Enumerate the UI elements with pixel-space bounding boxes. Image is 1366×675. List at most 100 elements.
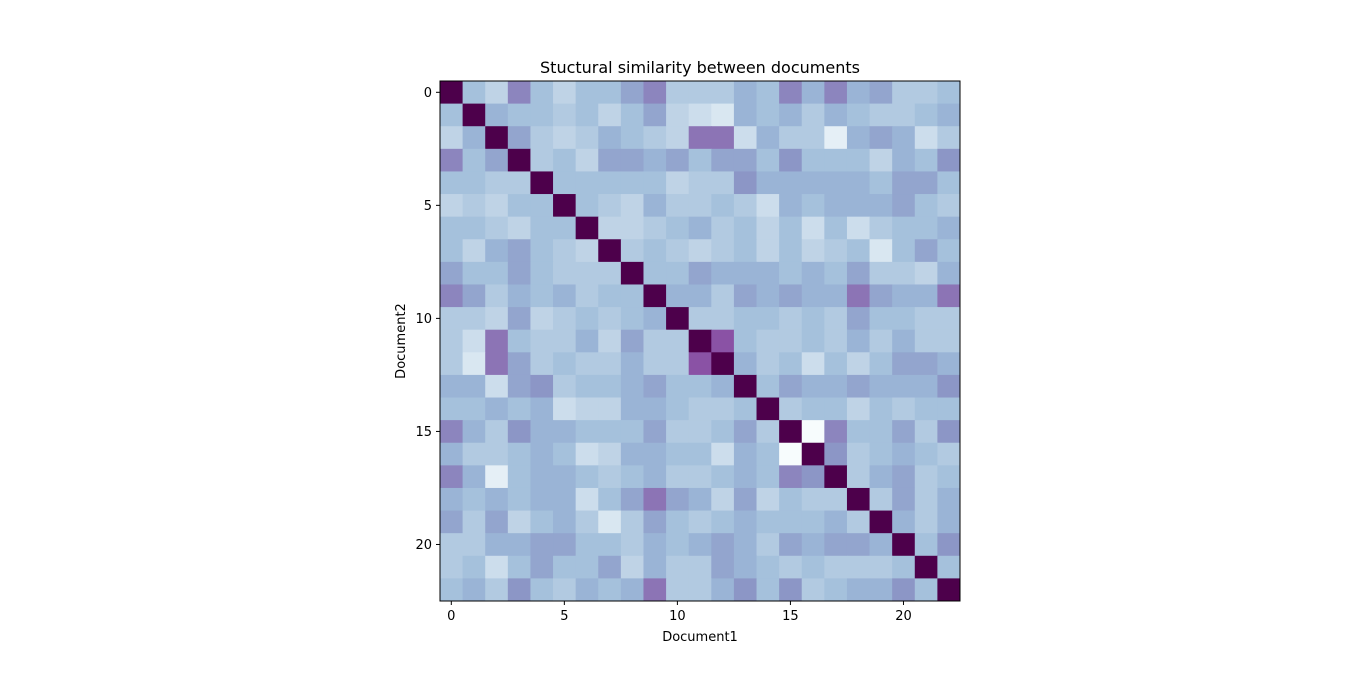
heatmap-cell [779, 578, 803, 602]
heatmap-cell [824, 307, 848, 331]
heatmap-cell [846, 307, 871, 331]
heatmap-cell [598, 284, 622, 308]
heatmap-cell [756, 397, 780, 421]
heatmap-cell [914, 171, 938, 195]
heatmap-cell [507, 533, 531, 557]
heatmap-cell [779, 487, 803, 512]
heatmap-cell [892, 578, 916, 602]
heatmap-cell [440, 194, 464, 218]
heatmap-cell [914, 307, 938, 331]
heatmap-cell [643, 171, 667, 195]
heatmap-cell [485, 261, 509, 285]
heatmap-cell [575, 307, 599, 331]
heatmap-cell [507, 239, 531, 263]
heatmap-cell [440, 307, 464, 331]
heatmap-cell [620, 487, 644, 512]
heatmap-cell [892, 510, 916, 534]
heatmap-cell [620, 307, 644, 331]
heatmap-cell [711, 555, 735, 579]
heatmap-cell [666, 216, 690, 240]
heatmap-cell [711, 194, 735, 218]
heatmap-cell [711, 307, 735, 331]
heatmap-cell [485, 284, 509, 308]
heatmap-cell [440, 420, 464, 444]
heatmap-cell [846, 81, 871, 105]
heatmap-cell [914, 329, 938, 353]
heatmap-cell [801, 487, 825, 512]
heatmap-cell [892, 555, 916, 579]
heatmap-cell [914, 397, 938, 421]
heatmap-cell [643, 555, 667, 579]
heatmap-cell [937, 171, 961, 195]
heatmap-cell [507, 329, 531, 353]
heatmap-cell [824, 533, 848, 557]
heatmap-cell [688, 284, 712, 308]
heatmap-cell [462, 578, 486, 602]
heatmap-cell [733, 103, 758, 127]
heatmap-cell [620, 442, 644, 466]
heatmap-cell [688, 126, 712, 150]
heatmap-cell [485, 352, 509, 376]
heatmap-cell [507, 103, 531, 127]
heatmap-cell [824, 465, 848, 489]
heatmap-cell [801, 578, 825, 602]
heatmap-cell [756, 81, 780, 105]
heatmap-cell [598, 510, 622, 534]
heatmap-cell [688, 261, 712, 285]
heatmap-cell [756, 103, 780, 127]
heatmap-cell [688, 307, 712, 331]
heatmap-cell [937, 510, 961, 534]
heatmap-cell [462, 420, 486, 444]
heatmap-cell [620, 465, 644, 489]
heatmap-cell [869, 352, 893, 376]
heatmap-cell [824, 420, 848, 444]
heatmap-cell [733, 284, 758, 308]
heatmap-cell [824, 194, 848, 218]
heatmap-cell [756, 510, 780, 534]
heatmap-cell [462, 374, 486, 399]
heatmap-cell [756, 533, 780, 557]
heatmap-cell [801, 307, 825, 331]
heatmap-cell [824, 261, 848, 285]
heatmap-cell [914, 510, 938, 534]
heatmap-cell [869, 148, 893, 172]
heatmap-cell [440, 555, 464, 579]
heatmap-cell [620, 284, 644, 308]
heatmap-cell [846, 442, 871, 466]
heatmap-cell [553, 194, 577, 218]
heatmap-cell [462, 239, 486, 263]
heatmap-cell [462, 284, 486, 308]
heatmap-cell [756, 420, 780, 444]
heatmap-cell [530, 555, 554, 579]
heatmap-cell [485, 103, 509, 127]
x-tick-label: 0 [447, 609, 455, 624]
heatmap-cell [711, 261, 735, 285]
heatmap-cell [711, 533, 735, 557]
heatmap-cell [575, 194, 599, 218]
heatmap-cell [846, 284, 871, 308]
heatmap-cell [575, 261, 599, 285]
heatmap-cell [643, 578, 667, 602]
heatmap-cell [598, 103, 622, 127]
heatmap-cell [779, 374, 803, 399]
heatmap-cell [553, 103, 577, 127]
heatmap-cell [756, 487, 780, 512]
heatmap-cell [507, 194, 531, 218]
heatmap-cell [643, 352, 667, 376]
chart-title: Stuctural similarity between documents [540, 58, 860, 77]
heatmap-cell [914, 261, 938, 285]
heatmap-cell [666, 397, 690, 421]
heatmap-cell [688, 216, 712, 240]
heatmap-cell [801, 442, 825, 466]
heatmap-cell [440, 352, 464, 376]
heatmap-cell [666, 352, 690, 376]
heatmap-cell [462, 103, 486, 127]
heatmap-cell [914, 420, 938, 444]
heatmap-cell [756, 555, 780, 579]
heatmap-cell [711, 374, 735, 399]
heatmap-cell [575, 420, 599, 444]
heatmap-cell [801, 533, 825, 557]
heatmap-cell [598, 397, 622, 421]
heatmap-cell [666, 329, 690, 353]
